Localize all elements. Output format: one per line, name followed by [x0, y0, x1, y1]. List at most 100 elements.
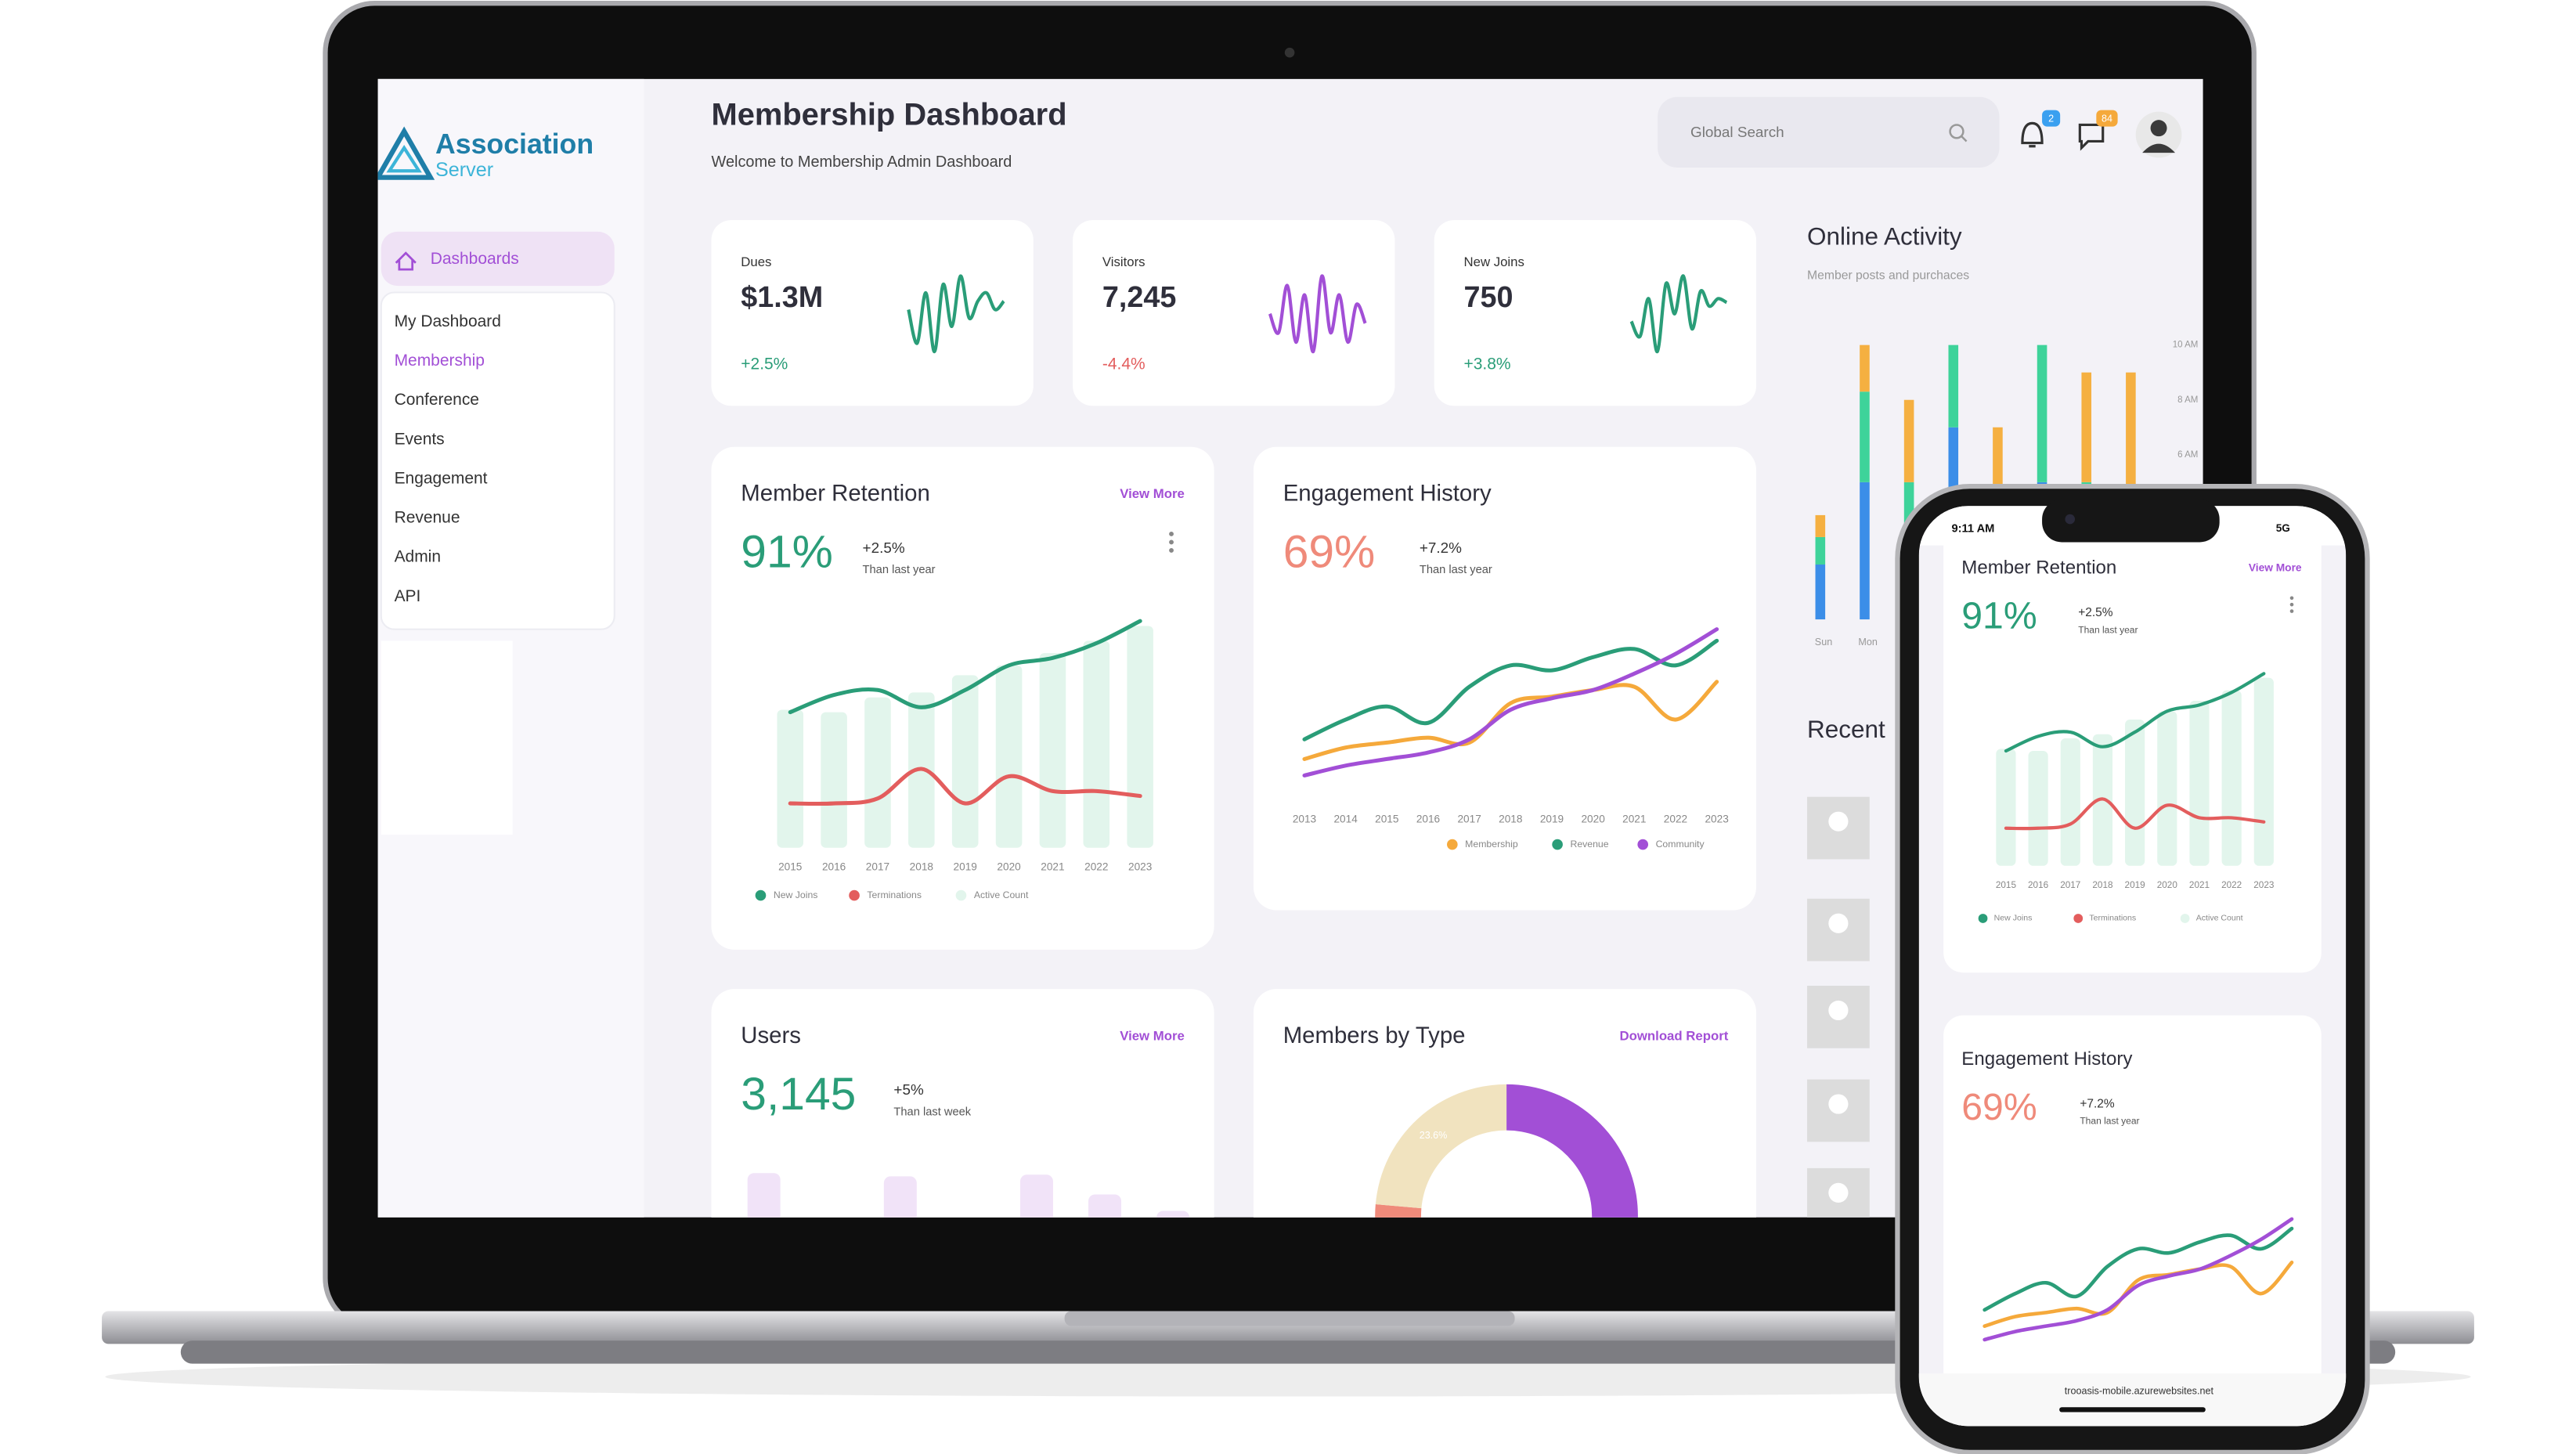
- x-tick-label: 2017: [1457, 814, 1481, 825]
- bar: [995, 665, 1023, 848]
- x-tick-label: 2022: [1084, 860, 1108, 872]
- nav-item[interactable]: Admin: [395, 548, 441, 566]
- nav-item[interactable]: API: [395, 587, 421, 605]
- card-link[interactable]: View More: [1120, 1028, 1185, 1043]
- nav-item[interactable]: Events: [395, 430, 445, 448]
- brand: Association: [435, 128, 593, 160]
- bar: [2221, 690, 2242, 866]
- x-tick-label: 2022: [2221, 880, 2242, 890]
- url-bar: [1918, 1373, 2347, 1427]
- line-series: [1983, 1226, 2294, 1312]
- nav-item[interactable]: Revenue: [395, 509, 460, 527]
- card: [1253, 446, 1756, 911]
- nav-item[interactable]: My Dashboard: [395, 312, 501, 330]
- card-link[interactable]: Download Report: [1620, 1028, 1729, 1043]
- bar: [1039, 653, 1066, 848]
- badge: [2042, 110, 2061, 127]
- dot: [1169, 547, 1174, 553]
- sparkline: [1268, 274, 1367, 354]
- bell-icon[interactable]: [2021, 121, 2044, 148]
- nav-menu: [380, 291, 615, 630]
- x-tick-label: 2021: [1622, 814, 1646, 825]
- line-series: [788, 767, 1142, 806]
- status-network: 5G: [2276, 522, 2290, 534]
- nav-item[interactable]: Engagement: [395, 469, 488, 487]
- bar-segment: [1903, 399, 1914, 482]
- logo-mark: [386, 144, 422, 173]
- avatar-head: [1828, 1000, 1849, 1021]
- legend-label: New Joins: [1994, 914, 2033, 923]
- legend-marker: [2180, 914, 2190, 923]
- dot: [2289, 602, 2294, 607]
- bar: [1019, 1174, 1053, 1218]
- x-tick-label: 2023: [1705, 814, 1728, 825]
- line-series: [2004, 797, 2266, 831]
- x-tick-label: 2018: [2092, 880, 2113, 890]
- x-tick-label: 2016: [822, 860, 846, 872]
- kpi-label: New Joins: [1464, 254, 1524, 269]
- card-link[interactable]: View More: [1120, 486, 1185, 501]
- status-time: 9:11 AM: [1952, 523, 1995, 536]
- bar-segment: [1815, 536, 1826, 565]
- line-series: [1302, 627, 1719, 778]
- legend-marker: [955, 889, 967, 901]
- brand-sub: Server: [435, 159, 493, 181]
- recent-avatars: [1807, 796, 1870, 1218]
- legend-marker: [1447, 839, 1458, 850]
- bar: [1088, 1194, 1122, 1218]
- line-series: [1983, 1217, 2294, 1342]
- line-series: [2004, 672, 2266, 753]
- menu-dots[interactable]: [2289, 596, 2294, 613]
- nav-pill[interactable]: [381, 231, 615, 287]
- card-title: Users: [741, 1023, 801, 1048]
- legend-label: Active Count: [2196, 914, 2243, 923]
- bar-segment: [1815, 514, 1826, 537]
- card-title: Engagement History: [1961, 1048, 2132, 1070]
- bar-segment: [1948, 345, 1959, 428]
- bar: [821, 712, 847, 848]
- kpi-value: $1.3M: [741, 281, 823, 314]
- bar: [2028, 751, 2048, 866]
- x-tick-label: 2023: [1128, 860, 1152, 872]
- kpi-label: Visitors: [1102, 254, 1145, 269]
- change-note: Than last year: [2080, 1116, 2139, 1127]
- x-tick-label: 2019: [1540, 814, 1564, 825]
- nav-item[interactable]: Membership: [395, 352, 485, 370]
- headline: 3,145: [741, 1069, 856, 1120]
- nav-active[interactable]: Dashboards: [431, 250, 519, 268]
- bar: [1996, 749, 2016, 866]
- line-series: [1983, 1261, 2294, 1328]
- badge-count: 2: [2048, 113, 2054, 124]
- dot: [2289, 609, 2294, 613]
- laptop-base-bottom: [180, 1340, 2396, 1364]
- card-title: Online Activity: [1807, 223, 1962, 251]
- kpi-change: +2.5%: [741, 355, 788, 373]
- card-title: Engagement History: [1283, 480, 1492, 506]
- dot: [1169, 532, 1174, 536]
- menu-dots[interactable]: [1169, 532, 1174, 553]
- search-box[interactable]: [1658, 96, 2000, 168]
- bar-segment: [1815, 564, 1826, 620]
- nav-item[interactable]: Conference: [395, 391, 479, 409]
- sparkline: [907, 274, 1005, 354]
- bar: [883, 1176, 917, 1218]
- headline: 69%: [1283, 527, 1376, 578]
- legend-label: New Joins: [774, 889, 818, 900]
- chat-icon[interactable]: [2078, 123, 2105, 151]
- bar-segment: [2081, 372, 2092, 482]
- x-tick-label: 2020: [997, 860, 1021, 872]
- x-tick-label: 2021: [2189, 880, 2210, 890]
- phone-screen: 9:11 AM 5G Member Retention View More 91% +2.…: [1918, 506, 2347, 1427]
- sparkline: [1629, 274, 1728, 354]
- change: +2.5%: [2078, 606, 2113, 619]
- x-tick-label: 2020: [1581, 814, 1605, 825]
- x-tick-label: 2013: [1293, 814, 1316, 825]
- bar: [1127, 626, 1153, 848]
- card-title: Member Retention: [1961, 557, 2116, 578]
- card-link[interactable]: View More: [2249, 562, 2302, 574]
- x-tick-label: 2017: [866, 860, 889, 872]
- bar: [2189, 700, 2210, 866]
- search-placeholder: Global Search: [1690, 124, 1784, 141]
- legend-label: Terminations: [867, 889, 922, 900]
- avatar-head: [1828, 811, 1849, 832]
